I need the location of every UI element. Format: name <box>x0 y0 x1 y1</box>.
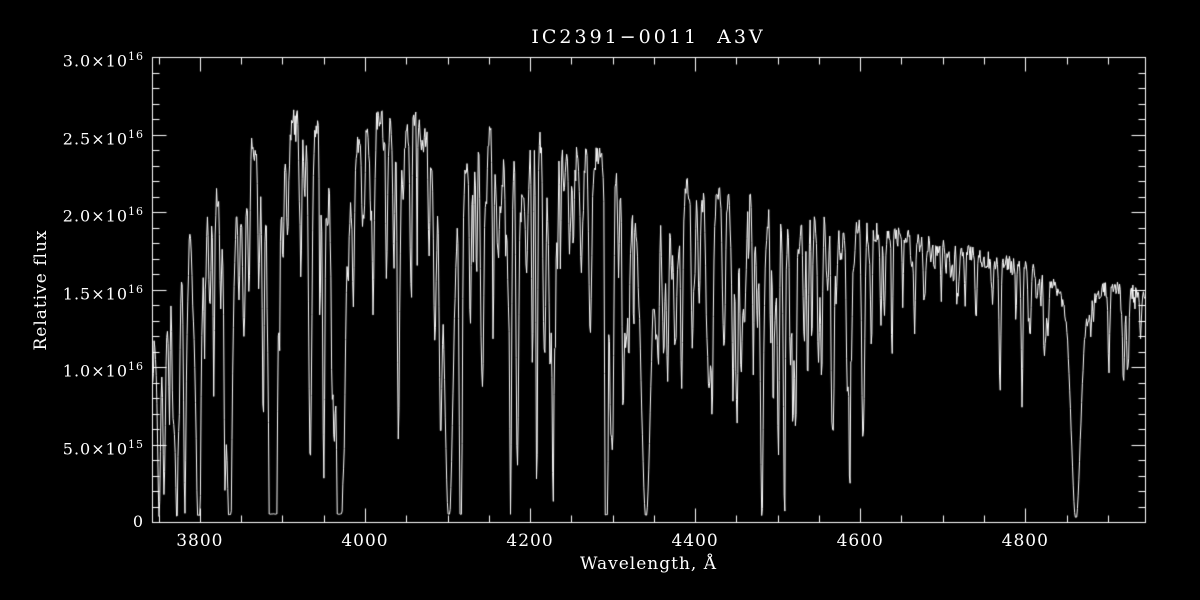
y-tick-label: 3.0×1016 <box>62 50 144 71</box>
y-tick-label: 5.0×1015 <box>62 437 144 458</box>
x-tick-label: 4400 <box>671 531 719 551</box>
x-tick-label: 4600 <box>836 531 884 551</box>
x-axis-label: Wavelength, Å <box>580 554 717 574</box>
y-tick-label: 2.5×1016 <box>62 127 144 148</box>
y-tick-label: 1.5×1016 <box>62 282 144 303</box>
x-tick-label: 4200 <box>506 531 554 551</box>
y-tick-label: 1.0×1016 <box>62 360 144 381</box>
y-tick-label: 0 <box>132 512 144 531</box>
y-tick-label: 2.0×1016 <box>62 205 144 226</box>
x-tick-label: 4800 <box>1001 531 1049 551</box>
x-tick-label: 4000 <box>341 531 389 551</box>
chart-title: IC2391−0011 A3V <box>531 26 766 48</box>
x-tick-label: 3800 <box>176 531 224 551</box>
